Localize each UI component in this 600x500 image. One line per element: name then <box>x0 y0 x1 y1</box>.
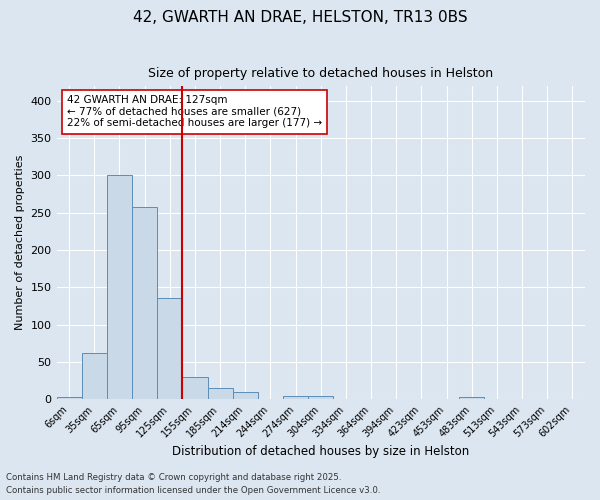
X-axis label: Distribution of detached houses by size in Helston: Distribution of detached houses by size … <box>172 444 469 458</box>
Bar <box>208 388 233 399</box>
Bar <box>459 397 484 399</box>
Bar <box>157 298 182 399</box>
Y-axis label: Number of detached properties: Number of detached properties <box>15 155 25 330</box>
Bar <box>233 392 258 399</box>
Text: 42, GWARTH AN DRAE, HELSTON, TR13 0BS: 42, GWARTH AN DRAE, HELSTON, TR13 0BS <box>133 10 467 25</box>
Title: Size of property relative to detached houses in Helston: Size of property relative to detached ho… <box>148 68 493 80</box>
Text: Contains HM Land Registry data © Crown copyright and database right 2025.
Contai: Contains HM Land Registry data © Crown c… <box>6 474 380 495</box>
Bar <box>56 397 82 399</box>
Bar <box>308 396 334 399</box>
Bar <box>82 353 107 399</box>
Bar <box>283 396 308 399</box>
Bar <box>182 377 208 399</box>
Text: 42 GWARTH AN DRAE: 127sqm
← 77% of detached houses are smaller (627)
22% of semi: 42 GWARTH AN DRAE: 127sqm ← 77% of detac… <box>67 95 322 128</box>
Bar <box>107 176 132 399</box>
Bar <box>132 206 157 399</box>
